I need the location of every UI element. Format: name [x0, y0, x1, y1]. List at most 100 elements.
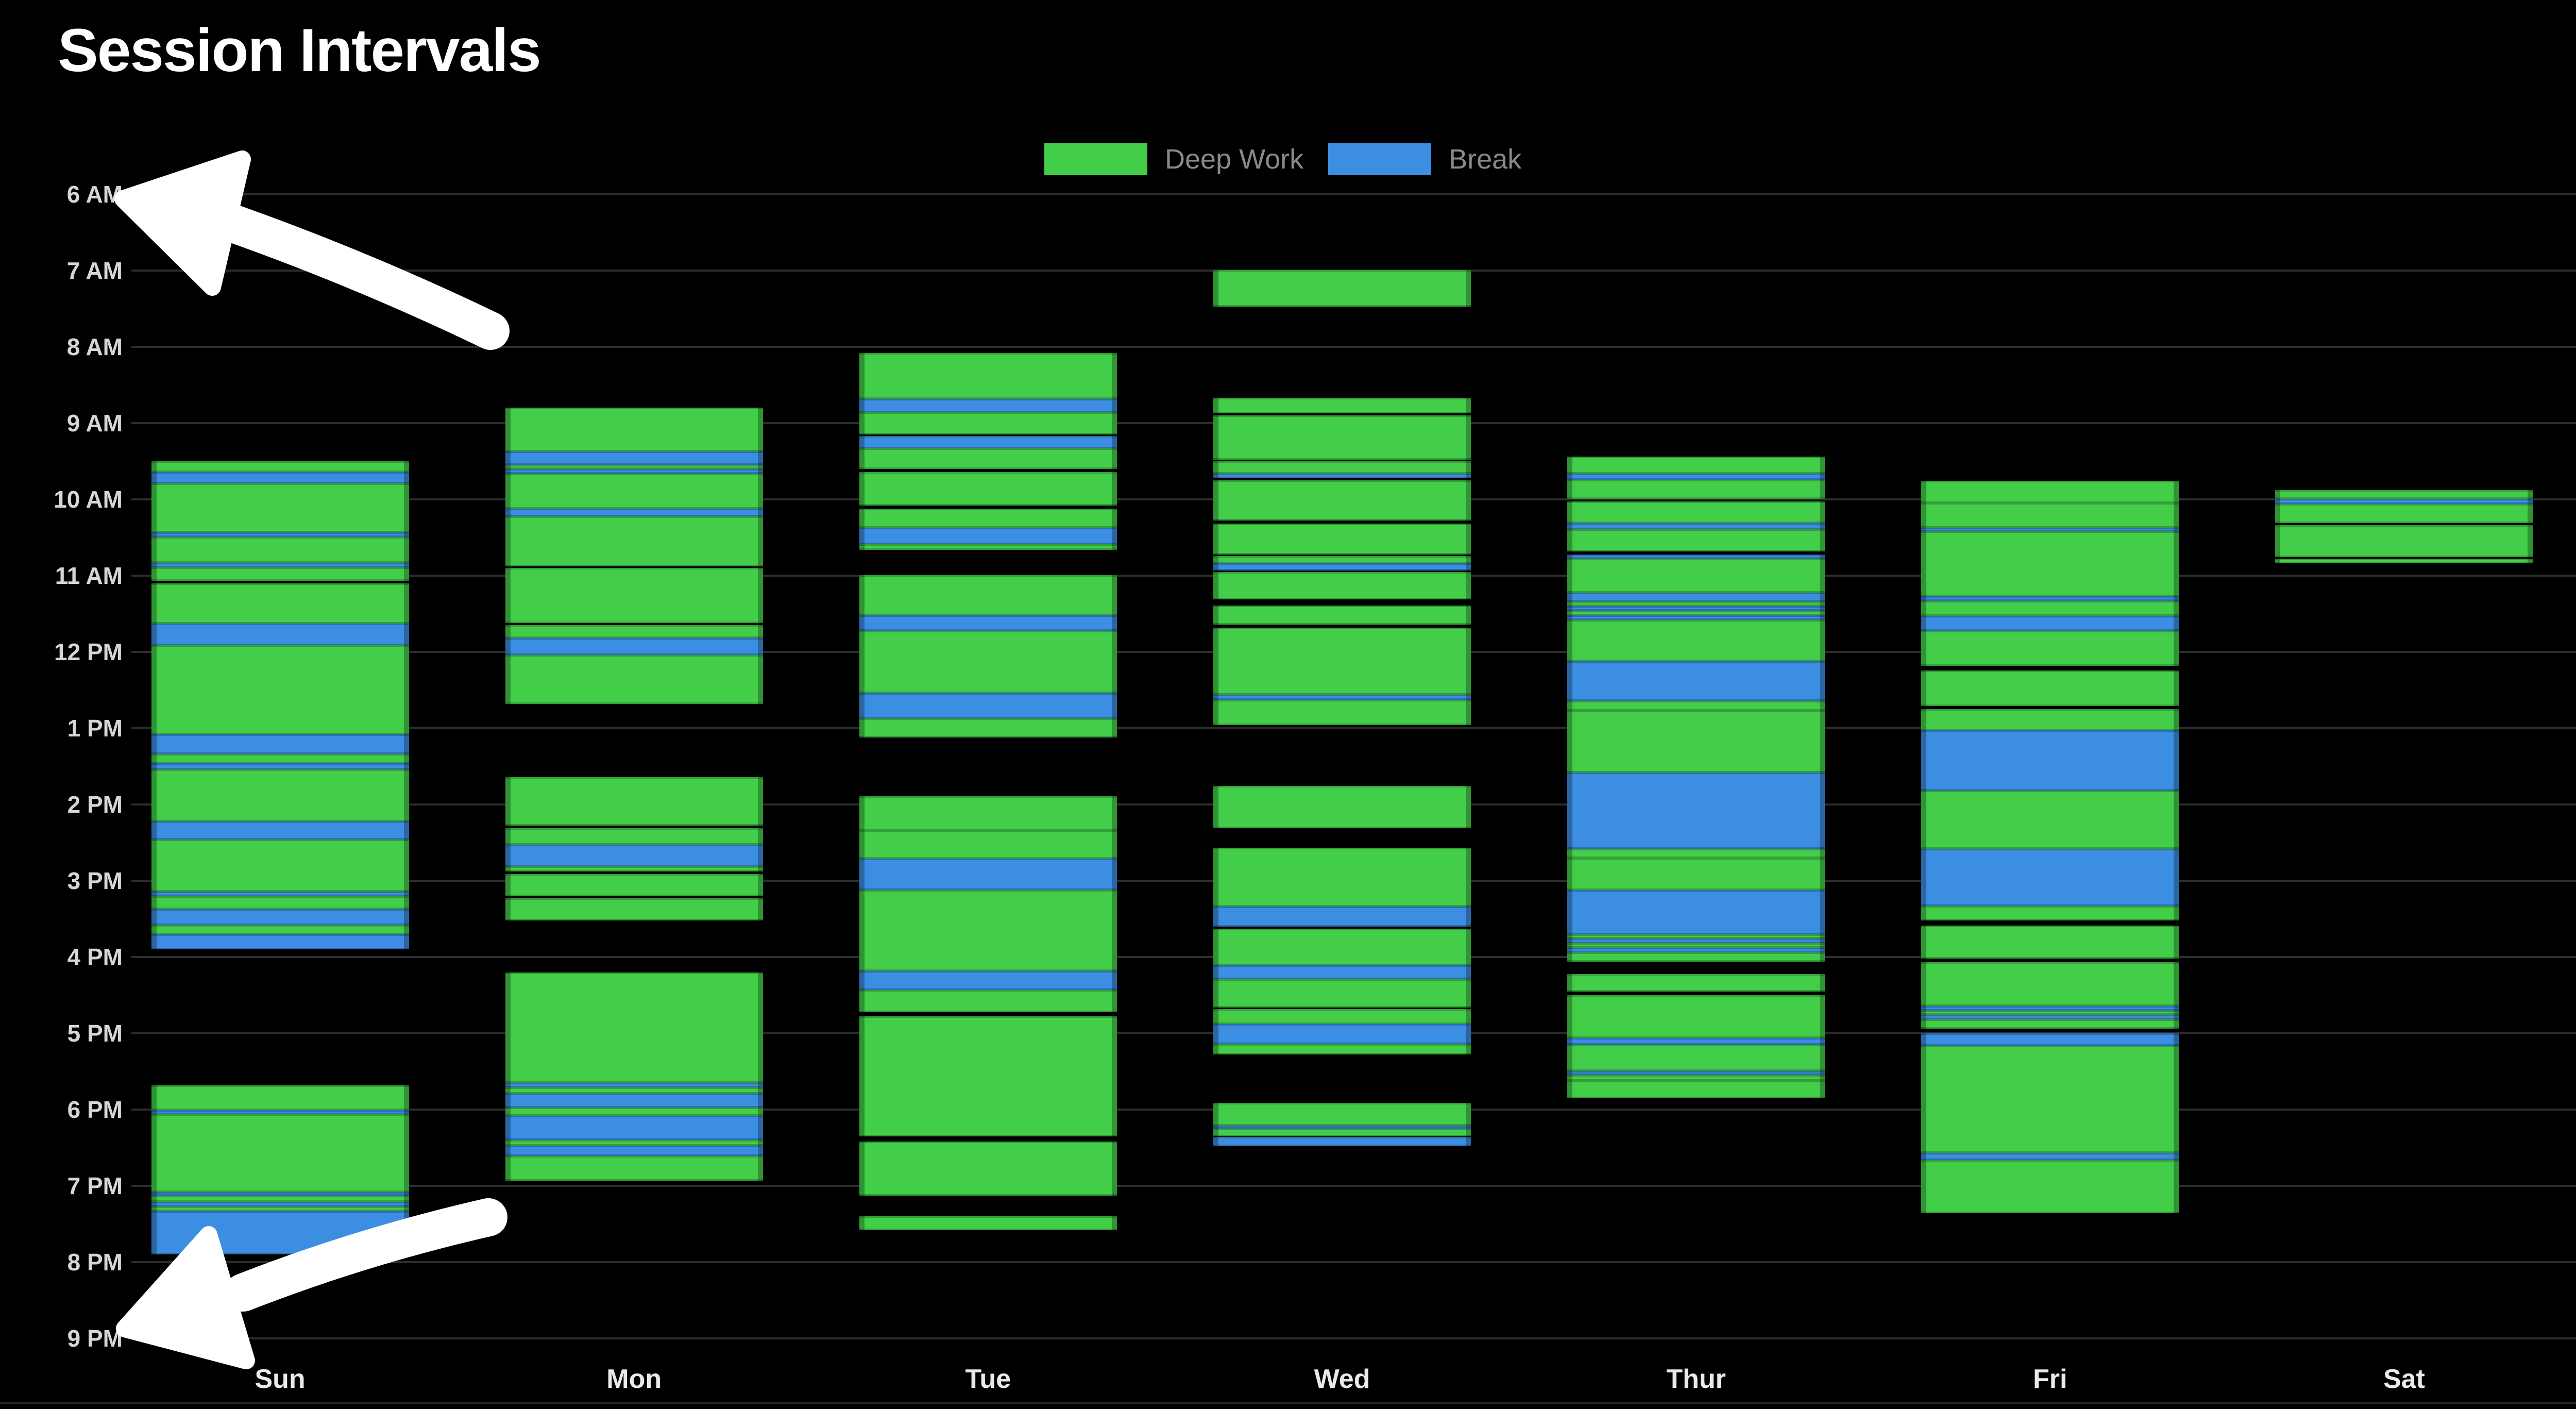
session-interval-deep[interactable] [1213, 700, 1471, 726]
session-interval-deep[interactable] [505, 655, 763, 704]
session-interval-deep[interactable] [1213, 979, 1471, 1008]
session-interval-break[interactable] [1567, 606, 1825, 611]
session-interval-deep[interactable] [1213, 270, 1471, 307]
session-interval-deep[interactable] [1213, 1102, 1471, 1126]
session-interval-break[interactable] [505, 451, 763, 465]
session-interval-deep[interactable] [1213, 627, 1471, 695]
session-interval-deep[interactable] [505, 473, 763, 509]
session-interval-break[interactable] [1921, 596, 2179, 601]
session-interval-break[interactable] [1567, 554, 1825, 559]
session-interval-deep[interactable] [505, 1087, 763, 1094]
session-interval-deep[interactable] [1567, 995, 1825, 1038]
session-interval-deep[interactable] [1567, 858, 1825, 890]
session-interval-deep[interactable] [859, 508, 1117, 528]
session-interval-deep[interactable] [859, 1142, 1117, 1196]
session-interval-deep[interactable] [151, 483, 409, 532]
session-interval-deep[interactable] [151, 536, 409, 563]
session-interval-deep[interactable] [1213, 848, 1471, 907]
session-interval-deep[interactable] [859, 544, 1117, 550]
session-interval-deep[interactable] [151, 769, 409, 821]
legend-item-break[interactable]: Break [1328, 143, 1521, 175]
session-interval-deep[interactable] [1213, 929, 1471, 966]
session-interval-deep[interactable] [1213, 1044, 1471, 1055]
session-interval-deep[interactable] [1921, 600, 2179, 616]
session-interval-break[interactable] [505, 1093, 763, 1108]
session-interval-break[interactable] [1921, 616, 2179, 631]
session-interval-deep[interactable] [1921, 709, 2179, 731]
session-interval-break[interactable] [859, 398, 1117, 413]
session-interval-deep[interactable] [859, 412, 1117, 435]
session-interval-break[interactable] [1567, 890, 1825, 934]
session-interval-break[interactable] [1213, 907, 1471, 927]
session-interval-deep[interactable] [1921, 1010, 2179, 1015]
session-interval-deep[interactable] [1921, 670, 2179, 707]
session-interval-deep[interactable] [505, 874, 763, 896]
session-interval-break[interactable] [151, 934, 409, 950]
session-interval-break[interactable] [859, 859, 1117, 890]
session-interval-deep[interactable] [505, 465, 763, 469]
session-interval-break[interactable] [1213, 1137, 1471, 1147]
session-interval-break[interactable] [505, 638, 763, 655]
session-interval-break[interactable] [859, 970, 1117, 990]
session-interval-deep[interactable] [1921, 1019, 2179, 1029]
session-interval-deep[interactable] [151, 896, 409, 909]
session-interval-break[interactable] [1921, 527, 2179, 532]
session-interval-deep[interactable] [859, 989, 1117, 1012]
session-interval-deep[interactable] [505, 408, 763, 451]
session-interval-break[interactable] [1921, 1153, 2179, 1160]
session-interval-deep[interactable] [505, 972, 763, 1083]
session-interval-break[interactable] [1567, 1037, 1825, 1045]
session-interval-deep[interactable] [859, 1016, 1117, 1136]
session-interval-deep[interactable] [859, 472, 1117, 506]
session-interval-break[interactable] [1213, 1024, 1471, 1044]
session-interval-deep[interactable] [1921, 1045, 2179, 1153]
session-interval-break[interactable] [505, 1115, 763, 1140]
session-interval-break[interactable] [1213, 1126, 1471, 1129]
session-interval-deep[interactable] [859, 448, 1117, 469]
session-interval-deep[interactable] [505, 828, 763, 845]
session-interval-deep[interactable] [1213, 556, 1471, 564]
session-interval-deep[interactable] [859, 796, 1117, 831]
session-interval-deep[interactable] [1567, 848, 1825, 858]
session-interval-deep[interactable] [1921, 531, 2179, 596]
session-interval-deep[interactable] [151, 1085, 409, 1111]
session-interval-break[interactable] [1213, 563, 1471, 571]
legend-item-deep-work[interactable]: Deep Work [1044, 143, 1303, 175]
session-interval-deep[interactable] [1567, 700, 1825, 711]
session-interval-break[interactable] [505, 845, 763, 866]
session-interval-deep[interactable] [1921, 1160, 2179, 1214]
session-interval-break[interactable] [859, 693, 1117, 718]
session-interval-break[interactable] [1213, 473, 1471, 478]
session-interval-deep[interactable] [859, 890, 1117, 971]
session-interval-break[interactable] [859, 436, 1117, 448]
session-interval-break[interactable] [505, 1083, 763, 1088]
session-interval-break[interactable] [1567, 772, 1825, 849]
session-interval-break[interactable] [1567, 948, 1825, 953]
session-interval-deep[interactable] [1213, 1009, 1471, 1025]
session-interval-deep[interactable] [1921, 905, 2179, 920]
session-interval-deep[interactable] [151, 645, 409, 734]
session-interval-deep[interactable] [505, 866, 763, 872]
session-interval-break[interactable] [151, 624, 409, 645]
session-interval-deep[interactable] [1567, 457, 1825, 474]
session-interval-deep[interactable] [505, 1156, 763, 1181]
session-interval-break[interactable] [1567, 523, 1825, 529]
session-interval-deep[interactable] [1567, 479, 1825, 499]
session-interval-deep[interactable] [1567, 952, 1825, 962]
session-interval-deep[interactable] [1567, 934, 1825, 939]
session-interval-deep[interactable] [1921, 962, 2179, 1006]
session-interval-deep[interactable] [1213, 572, 1471, 599]
session-interval-break[interactable] [505, 468, 763, 474]
session-interval-deep[interactable] [1567, 529, 1825, 551]
session-interval-break[interactable] [1921, 1015, 2179, 1020]
session-interval-deep[interactable] [859, 353, 1117, 399]
session-interval-deep[interactable] [1921, 503, 2179, 528]
session-interval-deep[interactable] [859, 630, 1117, 693]
session-interval-deep[interactable] [1213, 605, 1471, 625]
session-interval-break[interactable] [151, 1202, 409, 1206]
session-interval-deep[interactable] [1567, 943, 1825, 948]
session-interval-deep[interactable] [1567, 1080, 1825, 1098]
session-interval-deep[interactable] [1567, 619, 1825, 661]
session-interval-break[interactable] [151, 909, 409, 925]
session-interval-break[interactable] [151, 532, 409, 537]
